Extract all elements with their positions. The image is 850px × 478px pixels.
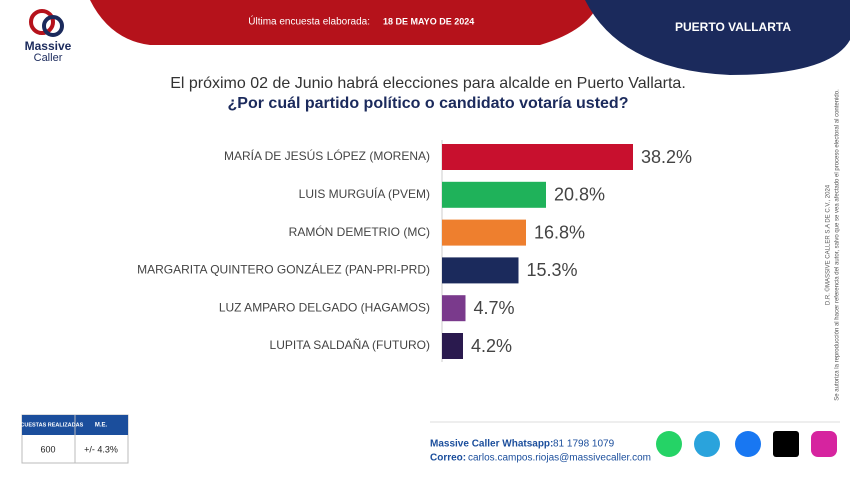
email: carlos.campos.riojas@massivecaller.com — [468, 453, 651, 464]
category-label: LUIS MURGUÍA (PVEM) — [299, 186, 430, 201]
bar — [442, 219, 526, 246]
value-label: 16.8% — [534, 222, 585, 242]
side-note-line: D.R. ©MASSIVE CALLER S.A DE C.V., 2024 — [825, 184, 832, 305]
value-label: 15.3% — [527, 260, 578, 280]
category-label: RAMÓN DEMETRIO (MC) — [289, 224, 430, 239]
bar — [442, 333, 463, 359]
region-band — [585, 0, 850, 75]
chart-title: El próximo 02 de Junio habrá elecciones … — [170, 75, 686, 92]
side-note: D.R. ©MASSIVE CALLER S.A DE C.V., 2024 S… — [825, 89, 841, 401]
survey-label: Última encuesta elaborada: — [248, 15, 370, 28]
side-note-line: Se autoriza la reproducción al hacer ref… — [835, 89, 841, 401]
whatsapp-icon[interactable] — [656, 431, 682, 457]
whatsapp-label: Massive Caller Whatsapp: — [430, 439, 553, 450]
value-label: 4.2% — [471, 336, 512, 356]
bar — [442, 144, 633, 170]
bar — [442, 181, 546, 208]
email-label: Correo: — [430, 453, 466, 464]
instagram-icon[interactable] — [811, 431, 837, 457]
category-label: LUPITA SALDAÑA (FUTURO) — [270, 338, 430, 352]
table-header-cell: M.E. — [95, 423, 108, 429]
category-label: MARÍA DE JESÚS LÓPEZ (MORENA) — [224, 148, 430, 163]
survey-date: 18 DE MAYO DE 2024 — [383, 16, 474, 26]
brand: Massive — [25, 39, 72, 53]
chart-subtitle: ¿Por cuál partido político o candidato v… — [228, 95, 629, 112]
category-label: LUZ AMPARO DELGADO (HAGAMOS) — [219, 300, 430, 314]
value-label: 20.8% — [554, 185, 605, 205]
telegram-icon[interactable] — [694, 431, 720, 457]
logo — [29, 9, 64, 37]
bar — [442, 295, 466, 322]
value-label: 38.2% — [641, 147, 692, 167]
facebook-icon[interactable] — [735, 431, 761, 457]
whatsapp: 81 1798 1079 — [553, 439, 615, 450]
bar — [442, 257, 519, 284]
table-cell: +/- 4.3% — [84, 444, 118, 454]
table-cell: 600 — [40, 444, 55, 454]
brand-sub: Caller — [34, 52, 63, 64]
header-band — [90, 0, 600, 45]
region: PUERTO VALLARTA — [675, 20, 791, 34]
value-label: 4.7% — [474, 298, 515, 318]
x-icon[interactable] — [773, 431, 799, 457]
table-header-cell: ENCUESTAS REALIZADAS — [13, 422, 84, 428]
category-label: MARGARITA QUINTERO GONZÁLEZ (PAN-PRI-PRD… — [137, 262, 430, 277]
